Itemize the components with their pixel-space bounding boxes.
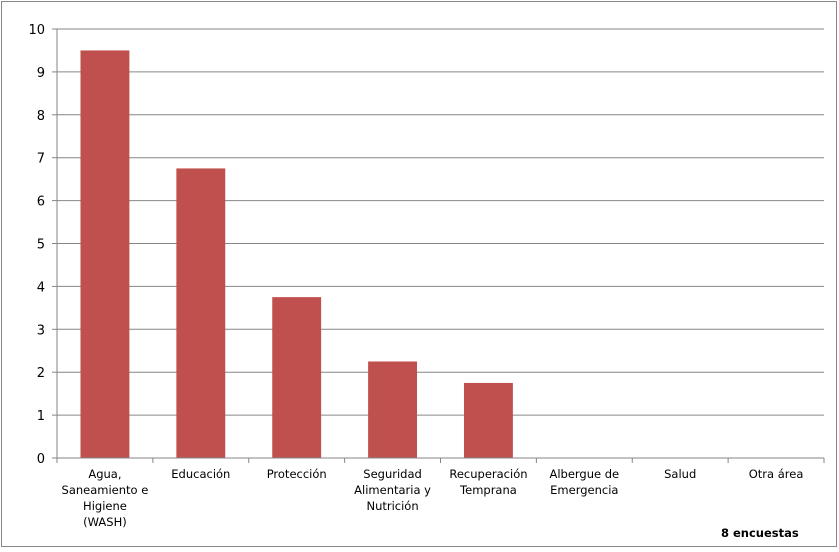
y-tick-label: 0 [37,452,45,467]
y-tick-label: 5 [37,238,45,253]
bar [80,50,130,458]
x-tick-label: Agua, Saneamiento e Higiene (WASH) [62,467,149,529]
y-tick-label: 3 [37,323,45,338]
gridlines [57,28,824,416]
y-tick-label: 9 [37,66,45,81]
bar [176,168,226,459]
sample-size-note: 8 encuestas [721,526,799,540]
x-axis-ticks: Agua, Saneamiento e Higiene (WASH) Educación… [62,467,804,529]
y-tick-label: 10 [28,23,45,38]
y-tick-label: 6 [37,195,45,210]
y-axis-ticks: 0 1 2 3 4 5 6 7 8 9 10 [28,23,45,467]
bar [463,382,513,458]
y-tick-label: 4 [37,280,45,295]
x-tick-label: Seguridad Alimentaria y Nutrición [354,467,431,513]
x-tick-label: Recuperación Temprana [449,467,527,497]
bar [272,297,322,458]
bar [368,361,418,458]
bars [80,50,513,459]
axes [52,28,825,463]
y-tick-label: 1 [37,409,45,424]
y-tick-label: 8 [37,109,45,124]
x-tick-label: Albergue de Emergencia [549,467,619,497]
x-tick-label: Educación [171,467,230,481]
y-tick-label: 2 [37,366,45,381]
x-tick-label: Protección [267,467,327,481]
x-tick-label: Otra área [749,467,804,481]
y-tick-label: 7 [37,152,45,167]
x-tick-label: Salud [664,467,696,481]
